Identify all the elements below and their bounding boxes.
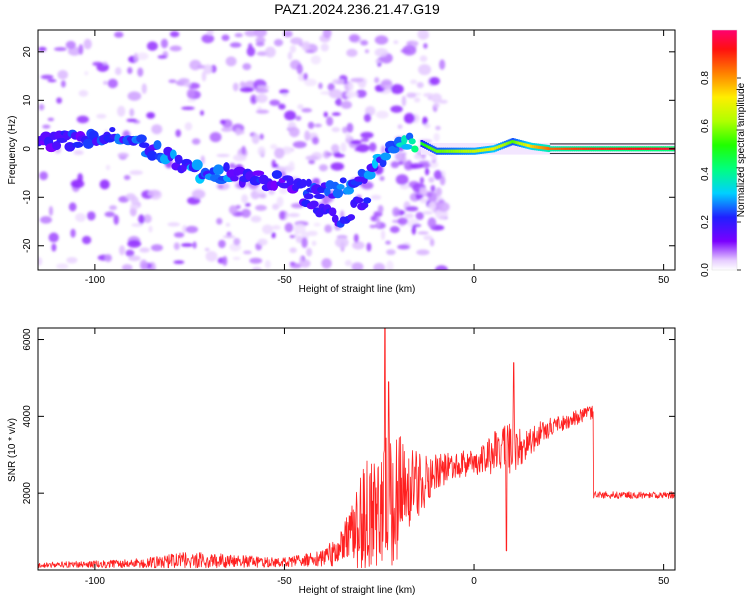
spectrogram-frame (37, 29, 676, 271)
chart-title: PAZ1.2024.236.21.47.G19 (274, 1, 440, 17)
x-tick-label: 0 (471, 576, 477, 587)
snr-plot-area (38, 328, 675, 570)
colorbar-label: Normalized spectral amplitude (736, 82, 747, 217)
colorbar-ticks: 0.0 0.2 0.4 0.6 0.8 (700, 71, 741, 277)
y-tick-label: 6000 (22, 328, 33, 351)
colorbar-tick-label: 0.0 (700, 263, 711, 277)
spectrogram-x-label: Height of straight line (km) (299, 284, 416, 295)
colorbar-frame (711, 29, 738, 271)
y-tick-label: 20 (22, 46, 33, 58)
snr-frame (37, 327, 676, 571)
y-tick-label: -10 (22, 190, 33, 205)
y-tick-label: 4000 (22, 405, 33, 428)
snr-y-label: SNR (10 * v/v) (7, 418, 18, 482)
spectrogram-y-label: Frequency (Hz) (7, 116, 18, 185)
snr-ticks: -100 -50 0 50 2000 4000 6000 (22, 328, 675, 587)
snr-panel: -100 -50 0 50 2000 4000 6000 Height of straigh… (7, 327, 676, 596)
colorbar-tick-label: 0.6 (700, 119, 711, 133)
x-tick-label: 50 (658, 576, 670, 587)
spectrogram-image (38, 30, 675, 270)
x-tick-label: -100 (85, 275, 105, 286)
colorbar-gradient (712, 30, 737, 270)
y-tick-label: 0 (22, 146, 33, 152)
colorbar-tick-label: 0.4 (700, 167, 711, 181)
snr-series-line (38, 328, 675, 569)
colorbar-tick-label: 0.2 (700, 215, 711, 229)
colorbar: 0.0 0.2 0.4 0.6 0.8 Normalized spectral ampl… (700, 29, 747, 277)
x-tick-label: 50 (658, 275, 670, 286)
colorbar-tick-label: 0.8 (700, 71, 711, 85)
y-tick-label: -20 (22, 238, 33, 253)
x-tick-label: -100 (85, 576, 105, 587)
x-tick-label: -50 (277, 576, 292, 587)
x-tick-label: -50 (277, 275, 292, 286)
spectrogram-ridge (38, 126, 675, 228)
snr-x-label: Height of straight line (km) (299, 585, 416, 596)
y-tick-label: 10 (22, 94, 33, 106)
y-tick-label: 2000 (22, 482, 33, 505)
x-tick-label: 0 (471, 275, 477, 286)
